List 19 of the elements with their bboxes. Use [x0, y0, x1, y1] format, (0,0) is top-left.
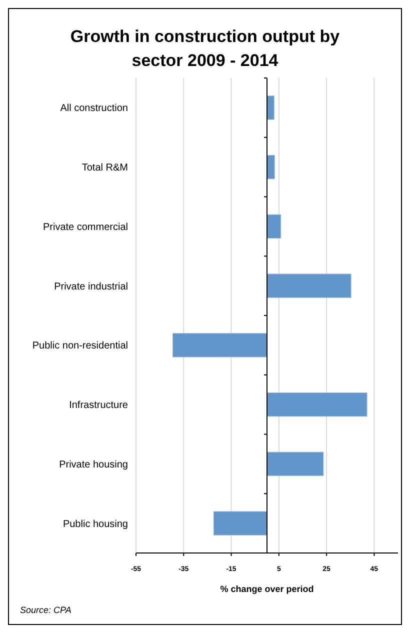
y-tick-label: Public housing	[62, 518, 128, 530]
bar	[266, 452, 324, 476]
bar	[266, 154, 275, 180]
chart-title: Growth in construction output by sector 2009 - 2014	[70, 27, 340, 70]
y-tick-label: Private commercial	[42, 222, 128, 233]
bar	[266, 214, 282, 239]
y-tick-label: Infrastructure	[69, 400, 128, 412]
y-tick-label: All construction	[60, 103, 128, 114]
y-tick-label: Public non-residential	[32, 340, 128, 352]
bar	[266, 392, 368, 417]
y-tick-label: Private housing	[59, 459, 128, 470]
bar	[213, 511, 268, 536]
bar	[266, 96, 274, 120]
y-tick-label: Private industrial	[54, 281, 128, 292]
source-note: Source: CPA	[20, 605, 72, 615]
x-axis-title: % change over period	[220, 584, 314, 594]
bar	[172, 333, 268, 358]
bar	[266, 274, 352, 298]
y-tick-label: Total R&M	[82, 162, 128, 174]
